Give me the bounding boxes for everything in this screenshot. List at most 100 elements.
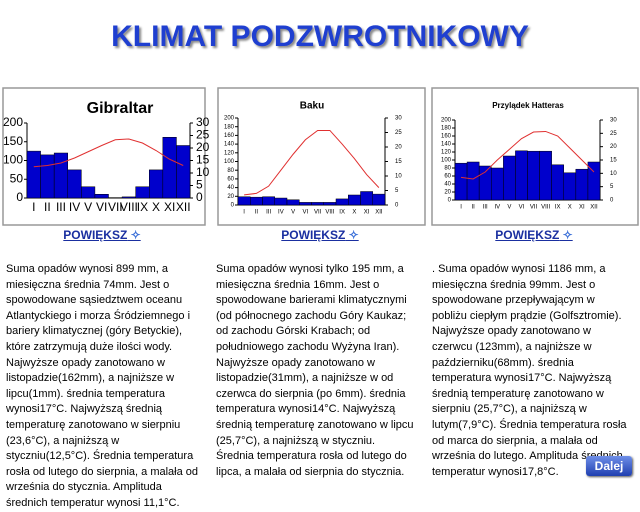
precipitation-bar: [373, 194, 385, 205]
precipitation-bar: [336, 199, 348, 205]
y-tick-label: 200: [224, 116, 235, 122]
y2-tick-label: 0: [196, 190, 203, 204]
y-tick-label: 180: [441, 126, 452, 132]
x-tick-label: III: [56, 200, 66, 214]
x-tick-label: IX: [137, 200, 148, 214]
y-tick-label: 180: [224, 124, 235, 130]
y2-tick-label: 20: [610, 144, 617, 150]
y2-tick-label: 25: [610, 131, 617, 137]
description: Suma opadów wynosi tylko 195 mm, a miesi…: [216, 262, 416, 480]
y-tick-label: 60: [444, 174, 451, 180]
x-tick-label: III: [483, 205, 488, 211]
x-tick-label: VI: [96, 200, 107, 214]
y-tick-label: 80: [227, 168, 234, 174]
y-tick-label: 40: [227, 185, 234, 191]
y-tick-label: 140: [224, 142, 235, 148]
y2-tick-label: 25: [196, 128, 210, 142]
precipitation-bar: [27, 151, 41, 198]
y-tick-label: 60: [227, 176, 234, 182]
precipitation-bar: [149, 170, 163, 198]
x-tick-label: XI: [364, 210, 370, 216]
x-tick-label: V: [291, 210, 295, 216]
x-tick-label: XI: [164, 200, 175, 214]
precipitation-bar: [238, 197, 250, 205]
y-tick-label: 100: [3, 153, 23, 167]
x-tick-label: X: [352, 210, 356, 216]
y-tick-label: 80: [444, 166, 451, 172]
y2-tick-label: 10: [196, 165, 210, 179]
y-tick-label: 200: [441, 118, 452, 124]
enlarge-link[interactable]: POWIĘKSZ: [260, 228, 380, 242]
precipitation-bar: [41, 155, 55, 198]
enlarge-link[interactable]: POWIĘKSZ: [42, 228, 162, 242]
x-tick-label: IV: [69, 200, 80, 214]
precipitation-bar: [552, 165, 564, 200]
x-tick-label: VI: [303, 210, 309, 216]
x-tick-label: VIII: [325, 210, 334, 216]
x-tick-label: IX: [339, 210, 345, 216]
x-tick-label: IV: [278, 210, 284, 216]
precipitation-bar: [324, 202, 336, 205]
precipitation-bar: [275, 198, 287, 205]
x-tick-label: V: [507, 205, 511, 211]
precipitation-bar: [163, 137, 177, 198]
precipitation-bar: [348, 195, 360, 205]
y-tick-label: 100: [441, 158, 452, 164]
enlarge-link[interactable]: POWIĘKSZ: [474, 228, 594, 242]
precipitation-bar: [491, 168, 503, 200]
y-tick-label: 200: [3, 115, 23, 129]
x-tick-label: VII: [314, 210, 322, 216]
precipitation-bar: [299, 202, 311, 205]
y2-tick-label: 15: [395, 159, 402, 165]
y2-tick-label: 20: [395, 145, 402, 151]
precipitation-bar: [515, 151, 527, 200]
x-tick-label: VIII: [541, 205, 550, 211]
y-tick-label: 0: [16, 190, 23, 204]
next-button[interactable]: Dalej: [586, 456, 632, 476]
description: Suma opadów wynosi 899 mm, a miesięczna …: [6, 262, 206, 512]
precipitation-bar: [479, 166, 491, 200]
precipitation-bar: [312, 202, 324, 205]
chart-title: Przylądek Hatteras: [492, 101, 564, 110]
x-tick-label: II: [471, 205, 475, 211]
x-tick-label: X: [568, 205, 572, 211]
y-tick-label: 150: [3, 134, 23, 148]
x-tick-label: I: [32, 200, 35, 214]
y2-tick-label: 5: [196, 178, 203, 192]
precipitation-bar: [361, 192, 373, 205]
x-tick-label: II: [44, 200, 51, 214]
precipitation-bar: [176, 146, 190, 199]
x-tick-label: XII: [176, 200, 191, 214]
precipitation-bar: [287, 200, 299, 205]
y-tick-label: 100: [224, 159, 235, 165]
x-tick-label: VI: [519, 205, 525, 211]
precipitation-bar: [528, 151, 540, 200]
y2-tick-label: 15: [610, 158, 617, 164]
precipitation-bar: [250, 197, 262, 205]
y-tick-label: 50: [10, 171, 24, 185]
precipitation-bar: [467, 162, 479, 200]
x-tick-label: III: [266, 210, 271, 216]
x-tick-label: XI: [579, 205, 585, 211]
y2-tick-label: 20: [196, 140, 210, 154]
y-tick-label: 160: [441, 134, 452, 140]
chart-title: Gibraltar: [87, 100, 154, 117]
x-tick-label: IV: [494, 205, 500, 211]
precipitation-bar: [455, 163, 467, 200]
y2-tick-label: 25: [395, 130, 402, 136]
y-tick-label: 40: [444, 182, 451, 188]
y-tick-label: 160: [224, 133, 235, 139]
precipitation-bar: [122, 197, 136, 198]
precipitation-bar: [54, 153, 68, 198]
y-tick-label: 120: [224, 150, 235, 156]
y-tick-label: 140: [441, 142, 452, 148]
x-tick-label: IX: [555, 205, 561, 211]
y2-tick-label: 30: [610, 118, 617, 124]
y2-tick-label: 10: [395, 174, 402, 180]
y-tick-label: 120: [441, 150, 452, 156]
chart-title: Baku: [300, 101, 324, 112]
x-tick-label: XII: [590, 205, 598, 211]
x-tick-label: II: [255, 210, 259, 216]
x-tick-label: XII: [375, 210, 383, 216]
